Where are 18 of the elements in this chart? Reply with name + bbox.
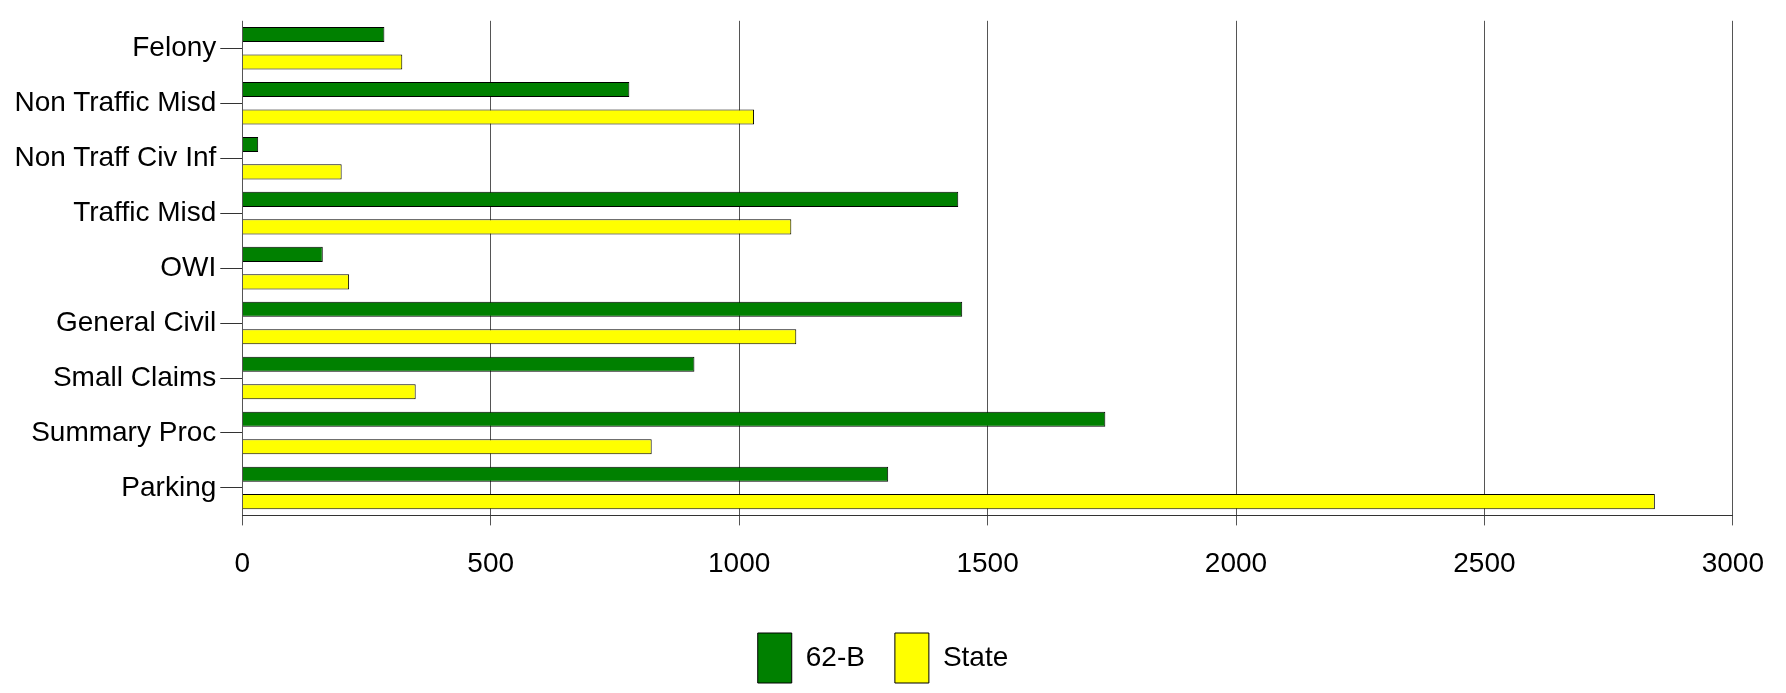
x-tick-label: 2500 <box>1453 546 1516 578</box>
x-tick-label: 3000 <box>1701 546 1764 578</box>
legend-label: 62-B <box>805 640 865 672</box>
legend-label: State <box>942 640 1009 672</box>
x-tick-label: 2000 <box>1204 546 1268 578</box>
y-tick-label: Summary Proc <box>31 415 217 447</box>
x-tick-label: 1000 <box>708 546 771 578</box>
y-tick-label: OWI <box>160 250 217 282</box>
y-tick-label: Small Claims <box>52 360 217 392</box>
y-tick-label: Felony <box>132 31 217 62</box>
y-tick-label: Non Traff Civ Inf <box>14 140 217 172</box>
x-tick-label: 1500 <box>956 546 1019 578</box>
y-tick-label: Non Traffic Misd <box>14 85 217 117</box>
y-tick-label: Traffic Misd <box>73 195 217 227</box>
x-tick-label: 0 <box>234 546 251 578</box>
y-tick-label: General Civil <box>56 305 217 337</box>
y-tick-label: Parking <box>121 470 217 502</box>
x-tick-label: 500 <box>467 546 515 578</box>
